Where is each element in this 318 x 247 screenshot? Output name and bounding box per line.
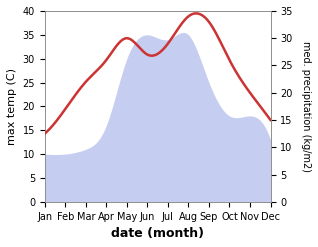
Y-axis label: max temp (C): max temp (C): [7, 68, 17, 145]
X-axis label: date (month): date (month): [111, 227, 204, 240]
Y-axis label: med. precipitation (kg/m2): med. precipitation (kg/m2): [301, 41, 311, 172]
